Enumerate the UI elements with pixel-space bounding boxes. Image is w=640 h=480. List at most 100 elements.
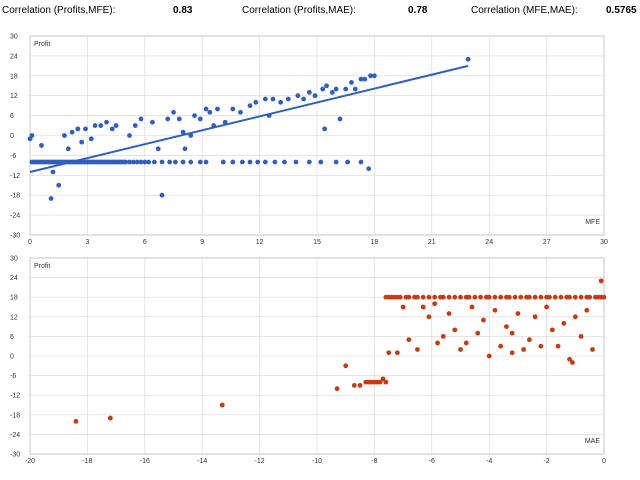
mae-data-point: [515, 311, 521, 316]
mfe-data-point: [197, 159, 203, 165]
mfe-x-tick-label: 15: [313, 239, 321, 246]
mfe-data-point: [272, 159, 278, 165]
mae-data-point: [472, 294, 478, 300]
mae-data-point: [219, 402, 225, 408]
mfe-data-point: [247, 159, 253, 165]
mae-x-tick-label: -4: [486, 458, 492, 465]
mfe-data-point: [318, 159, 324, 165]
mae-data-point: [498, 294, 504, 300]
mae-data-point: [538, 343, 544, 349]
mae-data-point: [572, 314, 578, 320]
mae-y-tick-label: -6: [10, 373, 16, 380]
mae-y-tick-label: 0: [10, 354, 14, 361]
mfe-data-point: [180, 129, 186, 135]
mfe-data-point: [138, 159, 144, 165]
mae-data-point: [452, 327, 458, 333]
mae-data-point: [506, 294, 512, 300]
mfe-data-point: [146, 159, 152, 165]
mae-data-point: [584, 307, 590, 313]
mae-data-point: [572, 294, 578, 300]
mfe-data-point: [337, 116, 343, 122]
mae-data-point: [107, 415, 113, 421]
mfe-data-point: [222, 119, 228, 125]
mfe-data-point: [345, 159, 351, 165]
mfe-data-point: [343, 86, 349, 92]
mfe-data-point: [127, 133, 132, 138]
mfe-data-point: [306, 89, 312, 95]
mfe-data-point: [301, 96, 307, 102]
mfe-data-point: [171, 109, 176, 115]
mfe-data-point: [211, 123, 217, 128]
mae-data-point: [498, 343, 504, 349]
mfe-x-tick-label: 3: [85, 239, 89, 246]
mae-x-tick-label: -6: [429, 458, 435, 465]
mae-x-tick-label: -20: [25, 458, 35, 465]
mae-data-point: [458, 347, 463, 352]
mfe-data-point: [192, 113, 197, 118]
correlation-profits-mfe-label: Correlation (Profits,MFE):: [2, 5, 116, 16]
mfe-y-tick-label: -6: [10, 153, 16, 160]
mae-data-point: [578, 294, 584, 300]
mfe-x-tick-label: 30: [600, 239, 608, 246]
mae-y-tick-label: 6: [10, 334, 14, 341]
mfe-x-tick-label: 6: [143, 239, 147, 246]
mfe-data-point: [134, 159, 140, 165]
correlation-profits-mae-label: Correlation (Profits,MAE):: [242, 5, 356, 16]
mfe-data-point: [50, 169, 56, 175]
mae-data-point: [406, 294, 412, 300]
mfe-data-point: [230, 159, 236, 165]
mfe-data-point: [130, 159, 136, 165]
mae-data-point: [549, 327, 555, 333]
mfe-data-point: [182, 146, 188, 152]
mae-data-point: [492, 294, 498, 300]
mae-data-point: [521, 347, 527, 352]
mae-data-point: [578, 334, 584, 339]
mfe-data-point: [312, 93, 318, 99]
mae-y-tick-label: 30: [10, 256, 18, 263]
mae-x-axis-title: MAE: [585, 438, 601, 445]
correlation-mfe-mae-value: 0.5765: [606, 5, 637, 16]
mae-data-point: [446, 311, 452, 316]
mfe-data-point: [56, 182, 62, 188]
mfe-data-point: [266, 113, 272, 118]
mae-data-point: [446, 294, 452, 300]
mae-data-point: [420, 304, 426, 310]
mfe-data-point: [366, 166, 372, 172]
correlation-header: Correlation (Profits,MFE): 0.83 Correlat…: [0, 0, 640, 26]
mae-data-point: [567, 294, 572, 300]
mfe-y-tick-label: -30: [10, 233, 20, 240]
mae-data-point: [486, 353, 492, 359]
mfe-x-axis-title: MFE: [585, 219, 600, 226]
mae-data-point: [343, 363, 349, 369]
mfe-data-point: [282, 159, 287, 165]
mfe-data-point: [239, 159, 245, 165]
mfe-data-point: [329, 89, 335, 95]
mae-data-point: [486, 294, 492, 300]
mfe-data-point: [79, 139, 85, 145]
mfe-data-point: [75, 126, 81, 132]
correlation-mfe-mae-label: Correlation (MFE,MAE):: [471, 5, 578, 16]
mfe-data-point: [253, 99, 259, 105]
mfe-data-point: [159, 192, 165, 198]
mae-data-point: [561, 320, 567, 326]
mfe-data-point: [123, 159, 129, 165]
mae-data-point: [426, 314, 432, 320]
mae-data-point: [380, 376, 386, 382]
mfe-y-tick-label: 6: [10, 113, 14, 120]
mae-y-tick-label: -24: [10, 432, 20, 439]
mfe-x-tick-label: 27: [543, 239, 551, 246]
mae-data-point: [73, 418, 79, 424]
mae-data-point: [601, 294, 607, 300]
mae-data-point: [397, 294, 403, 300]
mfe-data-point: [39, 143, 44, 148]
mae-data-point: [458, 294, 463, 300]
mfe-data-point: [372, 73, 377, 79]
mfe-data-point: [167, 159, 173, 165]
mae-y-axis-title: Profit: [34, 263, 50, 270]
mae-data-point: [532, 314, 538, 320]
mae-data-point: [478, 294, 483, 300]
mae-x-tick-label: -2: [543, 458, 549, 465]
mae-x-tick-label: -16: [140, 458, 150, 465]
mfe-data-point: [142, 159, 148, 165]
